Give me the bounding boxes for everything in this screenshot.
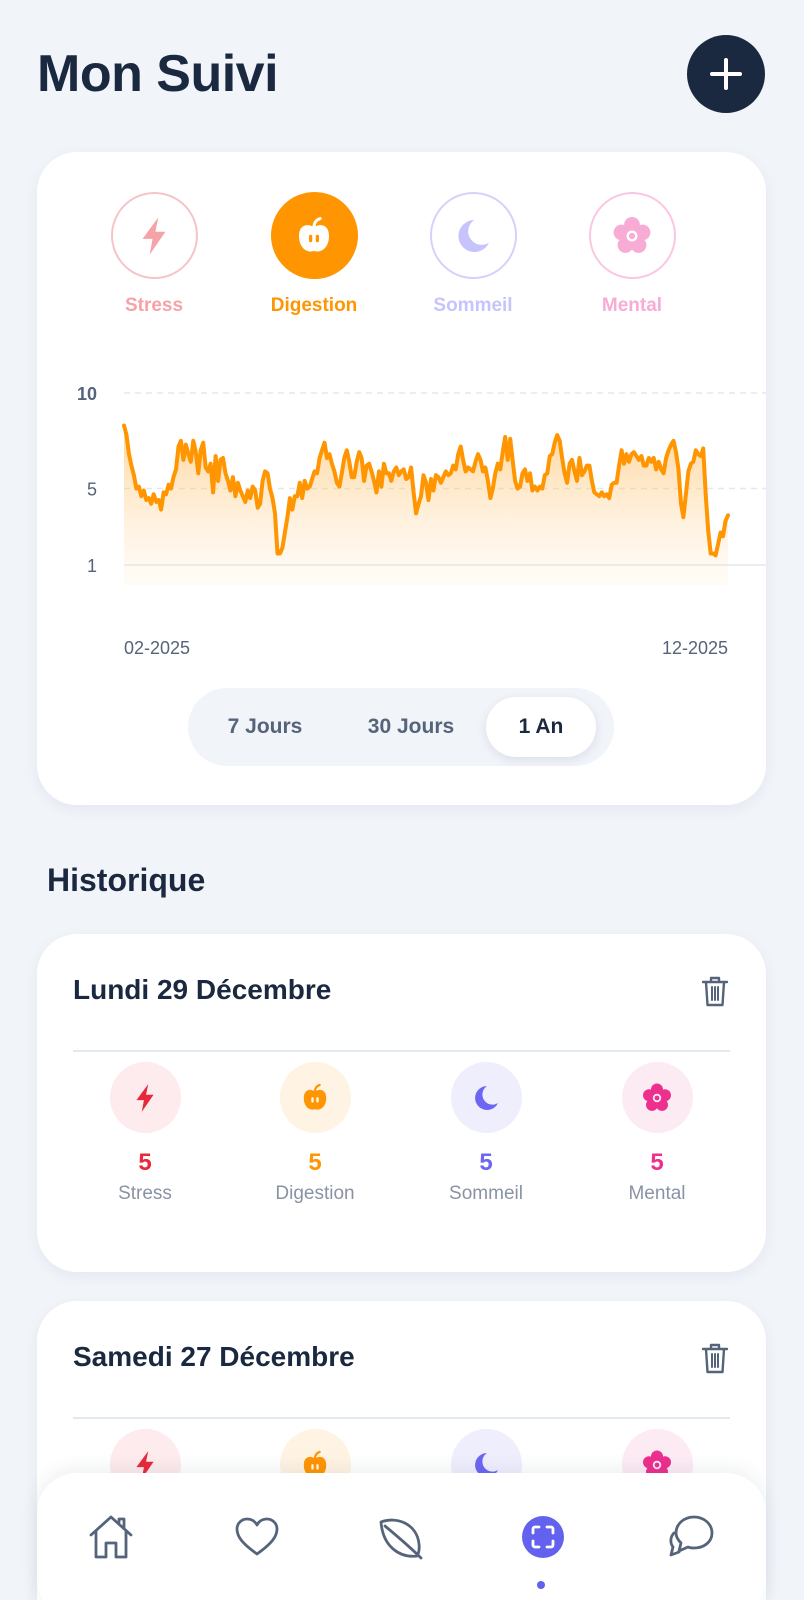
category-circle [270, 192, 358, 279]
nav-active-indicator [537, 1581, 545, 1589]
series-area [124, 425, 728, 585]
category-circle [429, 192, 517, 279]
x-tick-label: 02-2025 [124, 638, 190, 658]
lightning-icon [142, 216, 166, 255]
nav-favorites[interactable] [229, 1509, 285, 1565]
metric-digestion: 5 Digestion [235, 1062, 395, 1205]
entry-date: Lundi 29 Décembre [73, 974, 332, 1005]
apple-icon [303, 1450, 327, 1477]
range-7-days[interactable]: 7 Jours [227, 715, 303, 738]
leaf-icon [379, 1518, 423, 1560]
category-label: Digestion [270, 295, 358, 316]
category-mental[interactable]: Mental [567, 192, 697, 317]
metric-value: 5 [138, 1149, 152, 1176]
add-entry-button[interactable] [687, 35, 765, 113]
entry-divider [73, 1417, 730, 1419]
history-entry-card: Lundi 29 Décembre 5 Stress 5 Digestion [37, 934, 766, 1272]
x-tick-label: 12-2025 [662, 638, 728, 658]
nav-wellness[interactable] [373, 1509, 429, 1565]
category-label: Mental [601, 295, 663, 316]
trash-icon[interactable] [700, 974, 730, 1008]
metric-label: Stress [118, 1183, 172, 1204]
range-30-days[interactable]: 30 Jours [367, 715, 455, 738]
metric-icon-circle [621, 1062, 693, 1133]
metric-icon-circle [279, 1062, 351, 1133]
metric-sommeil: 5 Sommeil [406, 1062, 566, 1205]
category-label: Stress [124, 295, 184, 316]
series-line [122, 423, 730, 558]
category-sommeil[interactable]: Sommeil [408, 192, 538, 317]
flower-icon [643, 1083, 671, 1111]
lightning-icon [136, 1083, 154, 1112]
home-icon [89, 1515, 133, 1559]
bottom-navigation [37, 1473, 766, 1600]
flower-icon [613, 216, 651, 253]
range-selector: 7 Jours 30 Jours 1 An [188, 688, 614, 766]
metric-icon-circle [450, 1062, 522, 1133]
y-tick-label: 5 [87, 480, 97, 500]
metric-value: 5 [308, 1149, 322, 1176]
metric-label: Sommeil [449, 1183, 523, 1204]
moon-icon [458, 219, 489, 252]
category-circle [110, 192, 198, 279]
entry-divider [73, 1050, 730, 1052]
plus-icon [710, 58, 742, 90]
tracking-chart-card: Stress Digestion Sommeil [37, 152, 766, 805]
moon-icon [475, 1452, 498, 1477]
lightning-icon [136, 1450, 154, 1479]
entry-date: Samedi 27 Décembre [73, 1341, 355, 1372]
metric-mental: 5 Mental [577, 1062, 737, 1205]
range-1-year[interactable]: 1 An [486, 697, 596, 757]
y-tick-label: 1 [87, 556, 97, 576]
metric-label: Digestion [275, 1183, 355, 1204]
apple-icon [303, 1083, 327, 1110]
nav-tracking[interactable] [515, 1509, 571, 1565]
nav-messages[interactable] [663, 1509, 719, 1565]
metric-icon-circle [109, 1062, 181, 1133]
metric-value: 5 [479, 1149, 493, 1176]
y-tick-label: 10 [77, 384, 97, 404]
history-title: Historique [47, 862, 206, 898]
category-stress[interactable]: Stress [89, 192, 219, 317]
category-circle [588, 192, 676, 279]
nav-home[interactable] [83, 1509, 139, 1565]
heart-icon [235, 1517, 279, 1556]
moon-icon [475, 1085, 498, 1110]
metric-stress: 5 Stress [65, 1062, 225, 1205]
metric-label: Mental [628, 1183, 686, 1204]
metric-value: 5 [650, 1149, 664, 1176]
digestion-trend-chart: 1 5 10 02-2025 12-2025 [77, 384, 766, 658]
chat-icon [669, 1515, 714, 1557]
apple-icon [299, 216, 329, 252]
trash-icon[interactable] [700, 1341, 730, 1375]
category-digestion[interactable]: Digestion [249, 192, 379, 317]
category-label: Sommeil [433, 295, 513, 316]
scan-icon [522, 1516, 564, 1558]
page-title: Mon Suivi [37, 45, 279, 103]
